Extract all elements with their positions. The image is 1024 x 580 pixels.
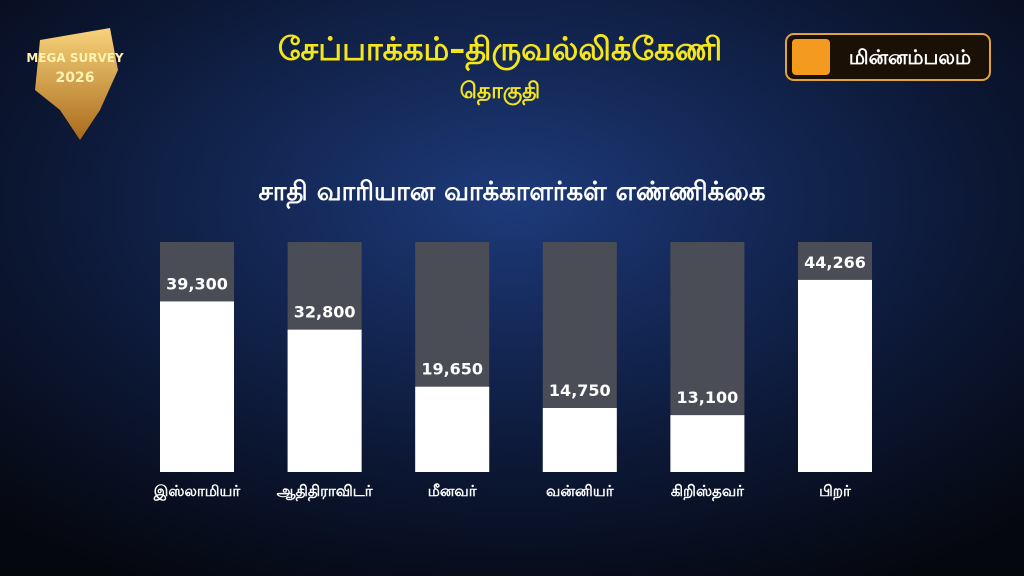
value-label: 32,800 (294, 303, 356, 322)
chart-title: சேப்பாக்கம்–திருவல்லிக்கேணி (278, 30, 722, 71)
x-tick-label: மீனவர் (428, 482, 478, 500)
bar (670, 415, 745, 472)
logo-text: மின்னம்பலம் (849, 45, 971, 69)
bar (798, 279, 872, 472)
x-tick-label: இஸ்லாமியர் (153, 482, 242, 501)
x-tick-label: பிறர் (819, 482, 852, 500)
bar (542, 407, 617, 472)
x-tick-label: கிறிஸ்தவர் (671, 482, 745, 501)
chart-subtitle: தொகுதி (460, 79, 540, 106)
value-label: 44,266 (804, 253, 866, 272)
bar (160, 301, 234, 472)
badge-map (35, 28, 118, 140)
logo-icon (792, 39, 830, 75)
x-tick-label: வன்னியர் (546, 482, 615, 500)
value-label: 39,300 (166, 274, 228, 293)
logo-box (785, 33, 991, 81)
badge-line1: MEGA SURVEY (26, 51, 124, 65)
chart-heading: சாதி வாரியான வாக்காளர்கள் எண்ணிக்கை (258, 177, 765, 209)
x-tick-label: ஆதிதிராவிடர் (277, 482, 374, 501)
value-label: 14,750 (549, 381, 611, 400)
bar (287, 329, 362, 472)
badge-line2: 2026 (56, 70, 95, 86)
value-label: 13,100 (677, 388, 739, 407)
value-label: 19,650 (421, 360, 483, 379)
bar (415, 386, 490, 472)
